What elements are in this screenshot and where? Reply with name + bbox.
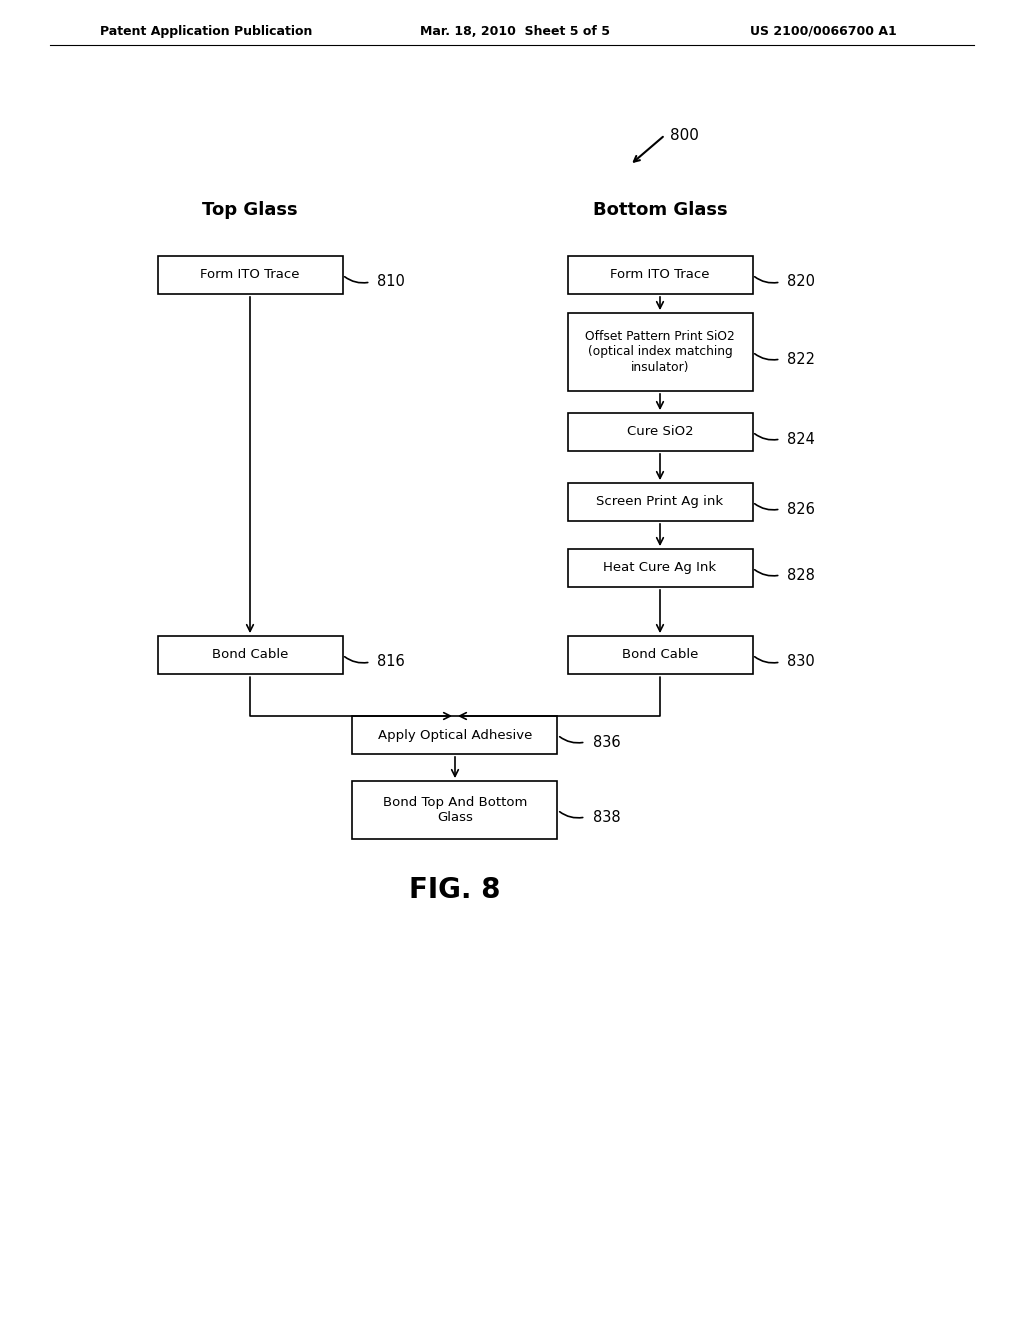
- Text: 836: 836: [593, 734, 621, 750]
- Text: 822: 822: [787, 351, 815, 367]
- FancyBboxPatch shape: [158, 256, 342, 294]
- Text: Cure SiO2: Cure SiO2: [627, 425, 693, 438]
- Text: 826: 826: [787, 502, 815, 516]
- Text: Apply Optical Adhesive: Apply Optical Adhesive: [378, 729, 532, 742]
- FancyBboxPatch shape: [567, 483, 753, 521]
- Text: 824: 824: [787, 432, 815, 446]
- Text: Screen Print Ag ink: Screen Print Ag ink: [596, 495, 724, 508]
- FancyBboxPatch shape: [567, 313, 753, 391]
- FancyBboxPatch shape: [158, 636, 342, 675]
- FancyBboxPatch shape: [567, 413, 753, 451]
- Text: 800: 800: [670, 128, 698, 143]
- Text: Form ITO Trace: Form ITO Trace: [610, 268, 710, 281]
- Text: Bond Cable: Bond Cable: [622, 648, 698, 661]
- FancyBboxPatch shape: [352, 715, 557, 754]
- Text: Bottom Glass: Bottom Glass: [593, 201, 727, 219]
- Text: 838: 838: [593, 809, 621, 825]
- Text: 810: 810: [378, 275, 406, 289]
- FancyBboxPatch shape: [352, 781, 557, 840]
- Text: Mar. 18, 2010  Sheet 5 of 5: Mar. 18, 2010 Sheet 5 of 5: [420, 25, 610, 38]
- Text: 830: 830: [787, 655, 815, 669]
- Text: 820: 820: [787, 275, 815, 289]
- Text: Patent Application Publication: Patent Application Publication: [100, 25, 312, 38]
- Text: Bond Top And Bottom
Glass: Bond Top And Bottom Glass: [383, 796, 527, 824]
- Text: Heat Cure Ag Ink: Heat Cure Ag Ink: [603, 561, 717, 574]
- Text: Offset Pattern Print SiO2
(optical index matching
insulator): Offset Pattern Print SiO2 (optical index…: [585, 330, 735, 374]
- FancyBboxPatch shape: [567, 636, 753, 675]
- Text: 828: 828: [787, 568, 815, 582]
- Text: Bond Cable: Bond Cable: [212, 648, 288, 661]
- Text: 816: 816: [378, 655, 406, 669]
- Text: Top Glass: Top Glass: [202, 201, 298, 219]
- Text: Form ITO Trace: Form ITO Trace: [201, 268, 300, 281]
- FancyBboxPatch shape: [567, 549, 753, 587]
- Text: FIG. 8: FIG. 8: [410, 876, 501, 904]
- FancyBboxPatch shape: [567, 256, 753, 294]
- Text: US 2100/0066700 A1: US 2100/0066700 A1: [750, 25, 897, 38]
